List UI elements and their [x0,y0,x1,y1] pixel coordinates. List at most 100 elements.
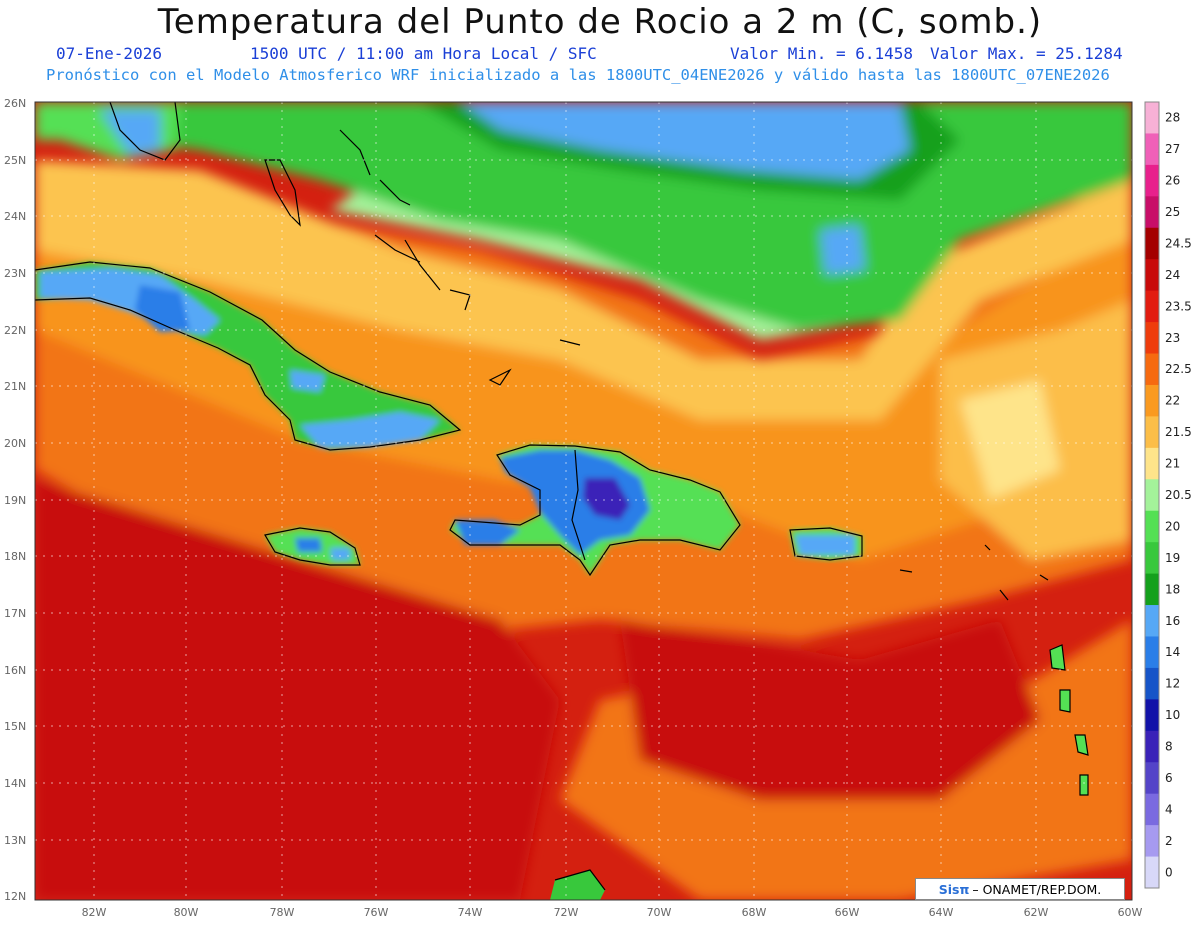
guadeloupe-island [1050,645,1065,670]
lon-label: 78W [270,906,295,919]
lon-label: 68W [742,906,767,919]
colorbar-swatch [1145,699,1159,732]
colorbar-swatch [1145,322,1159,355]
model-info: Pronóstico con el Modelo Atmosferico WRF… [46,66,1110,84]
lat-label: 15N [4,720,26,733]
st-lucia-island [1080,775,1088,795]
colorbar-label: 18 [1165,582,1180,596]
lat-label: 19N [4,494,26,507]
colorbar-label: 25 [1165,205,1180,219]
forecast-date: 07-Ene-2026 [56,44,162,63]
logo-brand: Sisπ [938,881,970,897]
lon-label: 64W [929,906,954,919]
colorbar: 2827262524.52423.52322.52221.52120.52019… [1144,101,1192,889]
colorbar-label: 20 [1165,519,1180,533]
lat-label: 22N [4,324,26,337]
colorbar-label: 12 [1165,677,1180,691]
colorbar-label: 8 [1165,740,1173,754]
colorbar-label: 6 [1165,771,1173,785]
lat-label: 25N [4,154,26,167]
colorbar-label: 24.5 [1165,236,1192,250]
lon-label: 82W [82,906,107,919]
forecast-time: 1500 UTC / 11:00 am Hora Local / SFC [250,44,597,63]
cuba-island [35,262,460,450]
colorbar-swatch [1145,164,1159,197]
colorbar-swatch [1145,510,1159,543]
latitude-labels: 26N 25N 24N 23N 22N 21N 20N 19N 18N 17N … [4,97,26,903]
colorbar-swatch [1145,290,1159,323]
max-value: Valor Max. = 25.1284 [930,44,1123,63]
colorbar-label: 22.5 [1165,362,1192,376]
colorbar-swatch [1145,542,1159,575]
colorbar-label: 27 [1165,142,1180,156]
colorbar-swatch [1145,793,1159,826]
colorbar-label: 2 [1165,834,1173,848]
lat-label: 12N [4,890,26,903]
colorbar-label: 16 [1165,614,1180,628]
lat-label: 24N [4,210,26,223]
colorbar-swatch [1145,353,1159,386]
lat-label: 20N [4,437,26,450]
dominica-island [1060,690,1070,712]
dewpoint-field [35,102,1132,900]
colorbar-swatch [1145,133,1159,166]
colorbar-label: 28 [1165,111,1180,125]
colorbar-label: 19 [1165,551,1180,565]
colorbar-swatch [1145,196,1159,229]
hispaniola-island [450,445,740,575]
lon-label: 62W [1024,906,1049,919]
colorbar-swatch [1145,227,1159,260]
lat-label: 21N [4,380,26,393]
colorbar-label: 0 [1165,865,1173,879]
lat-label: 16N [4,664,26,677]
colorbar-label: 23 [1165,331,1180,345]
colorbar-swatch [1145,573,1159,606]
logo-text: – ONAMET/REP.DOM. [972,881,1102,897]
longitude-labels: 82W 80W 78W 76W 74W 72W 70W 68W 66W 64W … [82,906,1143,919]
lat-label: 26N [4,97,26,110]
colorbar-label: 14 [1165,645,1180,659]
lat-label: 13N [4,834,26,847]
min-value: Valor Min. = 6.1458 [730,44,914,63]
lon-label: 76W [364,906,389,919]
colorbar-label: 21.5 [1165,425,1192,439]
colorbar-swatch [1145,605,1159,637]
colorbar-label: 21 [1165,457,1180,471]
colorbar-swatch [1145,730,1159,763]
colorbar-label: 23.5 [1165,299,1192,313]
colorbar-swatch [1145,102,1159,134]
colorbar-swatch [1145,479,1159,512]
lat-label: 14N [4,777,26,790]
colorbar-swatch [1145,667,1159,700]
lon-label: 60W [1118,906,1143,919]
colorbar-swatch [1145,636,1159,669]
lon-label: 80W [174,906,199,919]
colorbar-label: 20.5 [1165,488,1192,502]
colorbar-swatch [1145,447,1159,480]
colorbar-swatch [1145,416,1159,449]
colorbar-label: 10 [1165,708,1180,722]
colorbar-swatch [1145,825,1159,858]
lon-label: 70W [647,906,672,919]
lon-label: 74W [458,906,483,919]
lat-label: 18N [4,550,26,563]
lat-label: 17N [4,607,26,620]
colorbar-swatch [1145,856,1159,889]
colorbar-frame [1144,101,1160,889]
map-title: Temperatura del Punto de Rocio a 2 m (C,… [157,2,1043,42]
colorbar-swatch [1145,762,1159,795]
colorbar-swatch [1145,384,1159,417]
jamaica-island [265,528,360,565]
colorbar-label: 26 [1165,174,1180,188]
graticule [35,102,1132,900]
lon-label: 66W [835,906,860,919]
lat-label: 23N [4,267,26,280]
puerto-rico-island [790,528,862,560]
colorbar-label: 24 [1165,268,1180,282]
lon-label: 72W [554,906,579,919]
colorbar-swatch [1145,259,1159,292]
colorbar-label: 22 [1165,394,1180,408]
onamet-logo: Sisπ – ONAMET/REP.DOM. [915,878,1125,900]
colorbar-label: 4 [1165,802,1173,816]
